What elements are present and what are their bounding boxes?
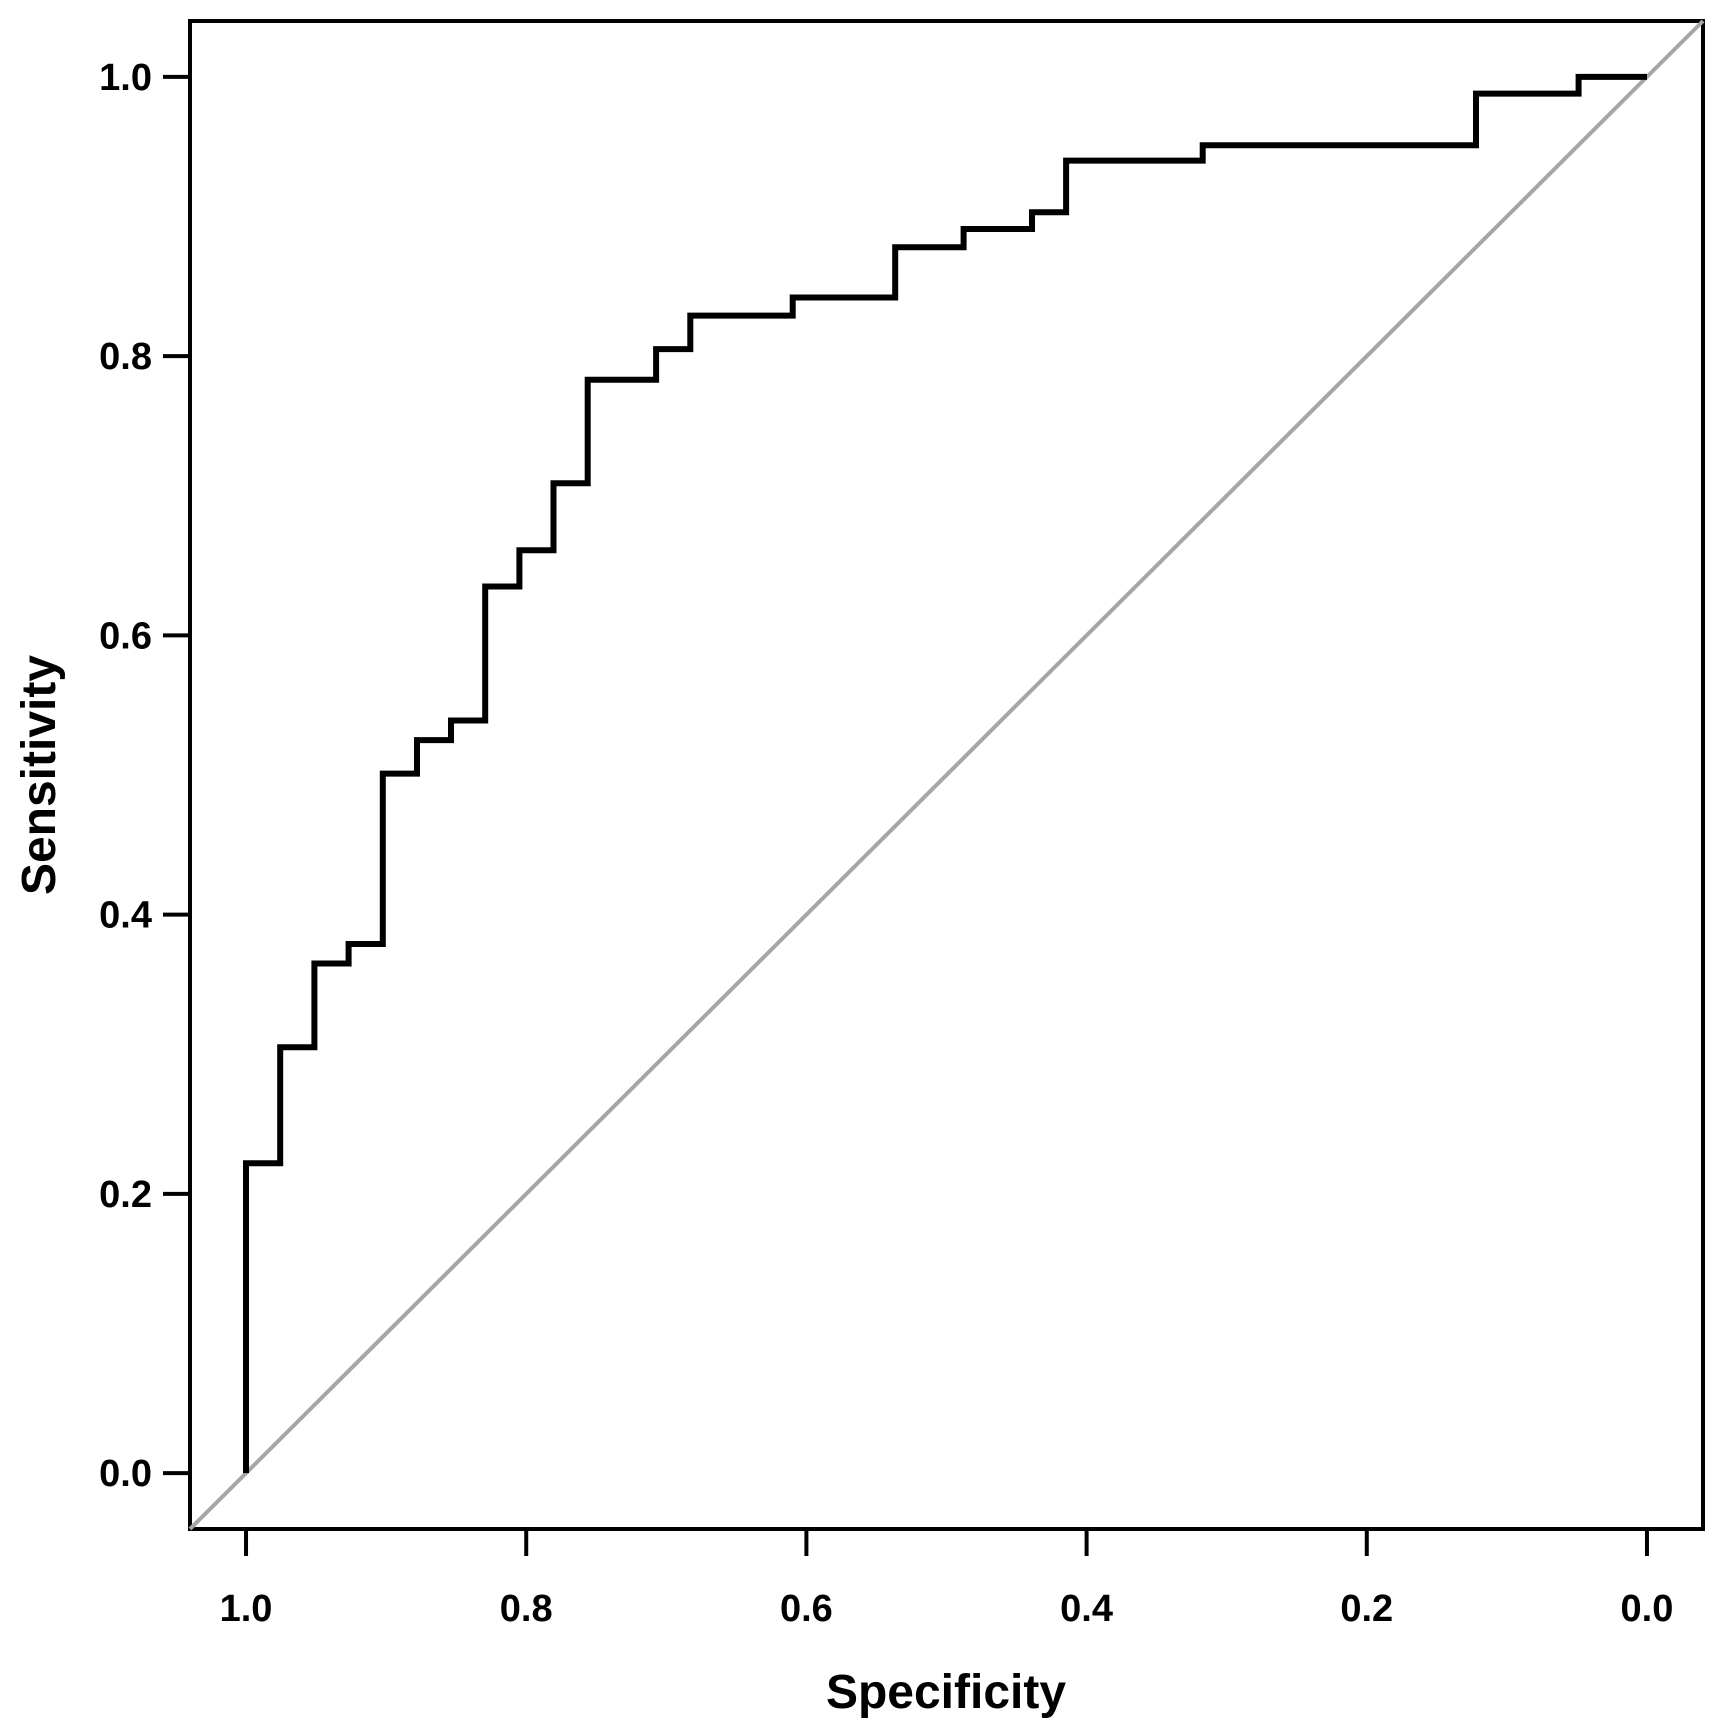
x-axis: 1.0 0.8 0.6 0.4 0.2 0.0 — [220, 1529, 1674, 1630]
y-tick-label: 1.0 — [99, 57, 152, 99]
x-tick-label: 0.6 — [780, 1588, 833, 1630]
y-tick-label: 0.8 — [99, 336, 152, 378]
plot-box — [188, 19, 1705, 1531]
x-axis-title: Specificity — [826, 1666, 1066, 1719]
y-axis: 0.0 0.2 0.4 0.6 0.8 1.0 — [99, 57, 190, 1495]
x-tick-label: 1.0 — [220, 1588, 273, 1630]
y-tick-label: 0.4 — [99, 895, 152, 937]
y-tick-label: 0.0 — [99, 1453, 152, 1495]
y-tick-label: 0.2 — [99, 1174, 152, 1216]
x-tick-label: 0.0 — [1621, 1588, 1674, 1630]
x-tick-label: 0.2 — [1340, 1588, 1393, 1630]
y-tick-label: 0.6 — [99, 615, 152, 657]
x-tick-label: 0.8 — [500, 1588, 553, 1630]
roc-curve — [243, 73, 1647, 1474]
chance-line — [188, 19, 1705, 1531]
y-axis-title: Sensitivity — [13, 655, 66, 895]
x-tick-label: 0.4 — [1060, 1588, 1113, 1630]
